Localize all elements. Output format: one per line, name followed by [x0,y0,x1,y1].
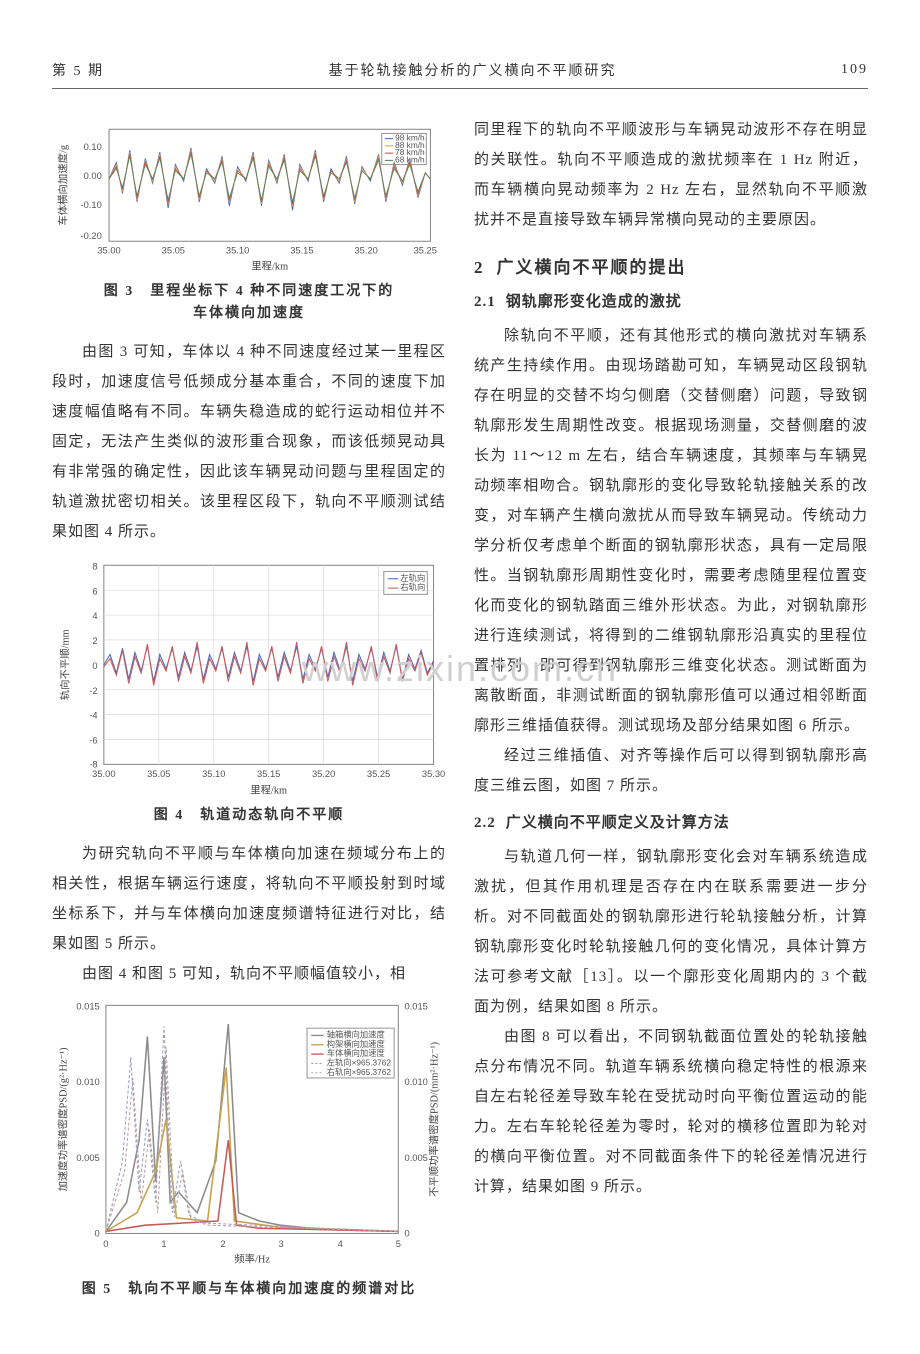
svg-text:4: 4 [338,1239,343,1249]
svg-text:0.005: 0.005 [76,1153,99,1163]
svg-text:里程/km: 里程/km [250,785,287,797]
svg-text:轨向不平顺/mm: 轨向不平顺/mm [59,630,72,701]
fig4-caption: 图 4 轨道动态轨向不平顺 [52,805,446,827]
para-r2: 除轨向不平顺，还有其他形式的横向激扰对车辆系统产生持续作用。由现场踏勘可知，车辆… [474,321,868,741]
fig3-chart: 0.10 0.00 -0.10 -0.20 35.00 35.05 35.10 … [52,121,446,277]
svg-text:1: 1 [161,1239,166,1249]
svg-text:0.015: 0.015 [76,1002,99,1012]
svg-text:0.010: 0.010 [76,1078,99,1088]
svg-text:0.005: 0.005 [405,1153,428,1163]
para-3: 由图 4 和图 5 可知，轨向不平顺幅值较小，相 [52,959,446,989]
fig3-caption: 图 3 里程坐标下 4 种不同速度工况下的 车体横向加速度 [52,281,446,326]
svg-text:-6: -6 [89,736,97,746]
svg-text:35.20: 35.20 [354,246,377,256]
svg-text:35.00: 35.00 [92,769,115,779]
svg-text:右轨向×965.3762: 右轨向×965.3762 [327,1067,392,1077]
page-number: 109 [841,62,868,78]
svg-text:35.15: 35.15 [257,769,280,779]
svg-text:8: 8 [92,562,97,572]
svg-text:35.10: 35.10 [226,246,249,256]
svg-text:车体横向加速度/g: 车体横向加速度/g [57,145,70,226]
page-header: 第 5 期 基于轮轨接触分析的广义横向不平顺研究 109 [52,60,868,89]
svg-text:右轨向: 右轨向 [400,582,425,592]
svg-text:35.15: 35.15 [290,246,313,256]
section-2-heading: 2广义横向不平顺的提出 [474,253,868,278]
svg-text:3: 3 [279,1239,284,1249]
section-2-2-heading: 2.2广义横向不平顺定义及计算方法 [474,811,868,832]
svg-text:加速度功率谱密度PSD/(g²·Hz⁻¹): 加速度功率谱密度PSD/(g²·Hz⁻¹) [57,1048,70,1192]
section-2-1-heading: 2.1钢轨廓形变化造成的激扰 [474,290,868,311]
svg-text:0: 0 [405,1229,410,1239]
svg-text:0.015: 0.015 [405,1002,428,1012]
svg-text:0: 0 [94,1229,99,1239]
paper-title: 基于轮轨接触分析的广义横向不平顺研究 [329,60,617,80]
svg-text:35.30: 35.30 [422,769,445,779]
fig5-chart: 0.015 0.010 0.005 0 0.015 0.010 0.005 0 … [52,995,446,1275]
svg-text:0.010: 0.010 [405,1078,428,1088]
svg-text:5: 5 [396,1239,401,1249]
svg-text:不平顺功率谱密度PSD/(mm²·Hz⁻¹): 不平顺功率谱密度PSD/(mm²·Hz⁻¹) [428,1042,441,1197]
para-1: 由图 3 可知，车体以 4 种不同速度经过某一里程区段时，加速度信号低频成分基本… [52,337,446,547]
fig4-chart: 8 6 4 2 0 -2 -4 -6 -8 35.00 35.05 35.10 … [52,557,446,801]
issue-number: 第 5 期 [52,60,104,80]
svg-text:-0.10: -0.10 [81,200,102,210]
svg-text:-4: -4 [89,711,97,721]
right-column: 同里程下的轨向不平顺波形与车辆晃动波形不存在明显的关联性。轨向不平顺造成的激扰频… [474,115,868,1314]
svg-text:0.00: 0.00 [84,171,102,181]
svg-text:35.25: 35.25 [367,769,390,779]
svg-text:2: 2 [220,1239,225,1249]
left-column: 0.10 0.00 -0.10 -0.20 35.00 35.05 35.10 … [52,115,446,1314]
svg-text:35.00: 35.00 [97,246,120,256]
para-r1: 同里程下的轨向不平顺波形与车辆晃动波形不存在明显的关联性。轨向不平顺造成的激扰频… [474,115,868,235]
svg-text:0: 0 [103,1239,108,1249]
svg-text:频率/Hz: 频率/Hz [234,1253,270,1266]
svg-text:35.20: 35.20 [312,769,335,779]
svg-text:35.05: 35.05 [147,769,170,779]
svg-text:里程/km: 里程/km [251,260,288,272]
fig5-caption: 图 5 轨向不平顺与车体横向加速度的频谱对比 [52,1279,446,1301]
svg-text:35.10: 35.10 [202,769,225,779]
svg-text:35.25: 35.25 [414,246,437,256]
svg-text:4: 4 [92,612,97,622]
svg-text:2: 2 [92,636,97,646]
para-r3: 经过三维插值、对齐等操作后可以得到钢轨廓形高度三维云图，如图 7 所示。 [474,741,868,801]
svg-text:0.10: 0.10 [84,142,102,152]
svg-text:0: 0 [92,661,97,671]
svg-text:-0.20: -0.20 [81,231,102,241]
svg-text:35.05: 35.05 [162,246,185,256]
svg-text:6: 6 [92,587,97,597]
svg-text:-2: -2 [89,686,97,696]
para-2: 为研究轨向不平顺与车体横向加速在频域分布上的相关性，根据车辆运行速度，将轨向不平… [52,839,446,959]
para-r4: 与轨道几何一样，钢轨廓形变化会对车辆系统造成激扰，但其作用机理是否存在内在联系需… [474,842,868,1022]
para-r5: 由图 8 可以看出，不同钢轨截面位置处的轮轨接触点分布情况不同。轨道车辆系统横向… [474,1022,868,1202]
